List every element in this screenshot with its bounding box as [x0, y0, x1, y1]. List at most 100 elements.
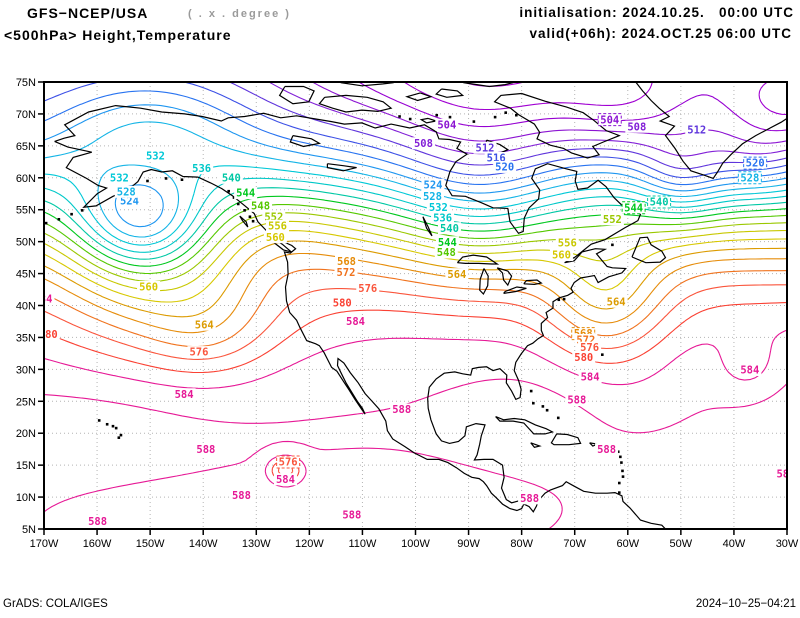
svg-text:556: 556 [558, 238, 577, 250]
svg-text:544: 544 [624, 202, 643, 214]
lat-tick-label: 10N [16, 492, 36, 504]
grads-credit: GrADS: COLA/IGES [3, 598, 108, 610]
lat-tick-label: 30N [16, 364, 36, 376]
lat-tick-label: 35N [16, 332, 36, 344]
lon-tick-label: 130W [242, 538, 271, 550]
lon-tick-label: 100W [401, 538, 430, 550]
svg-text:576: 576 [279, 457, 298, 469]
svg-text:588: 588 [342, 510, 361, 522]
coastlines [54, 82, 787, 529]
svg-text:528: 528 [423, 191, 442, 203]
svg-text:584: 584 [346, 316, 365, 328]
svg-text:532: 532 [146, 151, 165, 163]
svg-text:564: 564 [607, 296, 626, 308]
svg-text:576: 576 [358, 283, 377, 295]
svg-text:512: 512 [687, 124, 706, 136]
lat-tick-label: 75N [16, 77, 36, 89]
svg-text:528: 528 [117, 186, 136, 198]
svg-text:540: 540 [222, 172, 241, 184]
svg-text:588: 588 [392, 404, 411, 416]
lon-tick-label: 150W [136, 538, 165, 550]
lon-tick-label: 70W [563, 538, 586, 550]
svg-text:556: 556 [268, 220, 287, 232]
svg-text:540: 540 [650, 197, 669, 209]
lon-tick-label: 110W [348, 538, 377, 550]
svg-text:548: 548 [437, 247, 456, 259]
map-frame-and-axes: 75N 70N 65N 60N 55N 50N 45N 40N 35N 30N 25N 20N 15N 1… [16, 77, 799, 550]
svg-text:580: 580 [574, 352, 593, 364]
svg-text:524: 524 [120, 195, 139, 207]
svg-text:560: 560 [266, 232, 285, 244]
lat-tick-label: 55N [16, 205, 36, 217]
svg-text:504: 504 [437, 119, 456, 131]
latlon-grid [44, 82, 787, 529]
creation-timestamp: 2024−10−25−04:21 [695, 598, 796, 610]
svg-text:536: 536 [433, 213, 452, 225]
svg-text:544: 544 [236, 188, 255, 200]
lon-tick-label: 140W [189, 538, 218, 550]
lon-tick-label: 160W [83, 538, 112, 550]
lon-tick-label: 90W [457, 538, 480, 550]
init-time-label: initialisation: 2024.10.25. 00:00 UTC [519, 5, 794, 20]
lon-tick-label: 50W [670, 538, 693, 550]
svg-text:560: 560 [552, 250, 571, 262]
svg-text:580: 580 [39, 329, 58, 341]
svg-text:508: 508 [627, 121, 646, 133]
svg-text:576: 576 [189, 347, 208, 359]
svg-text:564: 564 [195, 319, 214, 331]
svg-text:568: 568 [337, 256, 356, 268]
lat-tick-label: 65N [16, 141, 36, 153]
svg-text:584: 584 [33, 294, 52, 306]
svg-text:528: 528 [740, 172, 759, 184]
svg-text:564: 564 [447, 269, 466, 281]
svg-text:512: 512 [476, 142, 495, 154]
svg-text:572: 572 [336, 267, 355, 279]
lon-tick-label: 30W [776, 538, 799, 550]
lon-tick-label: 120W [295, 538, 324, 550]
lat-tick-label: 70N [16, 109, 36, 121]
lat-tick-label: 5N [22, 524, 36, 536]
svg-text:580: 580 [333, 298, 352, 310]
lat-tick-label: 15N [16, 460, 36, 472]
svg-text:584: 584 [175, 389, 194, 401]
svg-text:544: 544 [438, 237, 457, 249]
svg-text:560: 560 [139, 282, 158, 294]
lat-tick-label: 40N [16, 301, 36, 313]
svg-text:532: 532 [429, 202, 448, 214]
svg-text:584: 584 [581, 372, 600, 384]
svg-text:520: 520 [746, 158, 765, 170]
svg-text:588: 588 [88, 516, 107, 528]
svg-text:588: 588 [232, 490, 251, 502]
svg-text:532: 532 [110, 172, 129, 184]
small-island-dots [44, 111, 625, 494]
svg-text:536: 536 [192, 163, 211, 175]
svg-text:588: 588 [196, 444, 215, 456]
lat-tick-label: 20N [16, 428, 36, 440]
lat-tick-label: 50N [16, 237, 36, 249]
lon-tick-label: 60W [616, 538, 639, 550]
product-title: <500hPa> Height,Temperature [4, 27, 232, 43]
svg-text:588: 588 [520, 493, 539, 505]
lat-tick-label: 60N [16, 173, 36, 185]
svg-text:588: 588 [597, 444, 616, 456]
svg-text:584: 584 [740, 365, 759, 377]
svg-text:552: 552 [603, 214, 622, 226]
svg-text:588: 588 [567, 395, 586, 407]
lon-tick-label: 80W [510, 538, 533, 550]
svg-text:508: 508 [414, 138, 433, 150]
lat-tick-label: 25N [16, 396, 36, 408]
lat-tick-label: 45N [16, 269, 36, 281]
svg-text:504: 504 [600, 114, 619, 126]
svg-text:524: 524 [424, 179, 443, 191]
svg-text:520: 520 [495, 162, 514, 174]
valid-time-label: valid(+06h): 2024.OCT.25 06:00 UTC [529, 26, 792, 41]
svg-text:588: 588 [776, 469, 795, 481]
svg-text:584: 584 [276, 474, 295, 486]
svg-text:540: 540 [440, 223, 459, 235]
lon-tick-label: 40W [723, 538, 746, 550]
resolution-note: ( . x . degree ) [188, 8, 291, 20]
model-title: GFS−NCEP/USA [27, 5, 149, 21]
